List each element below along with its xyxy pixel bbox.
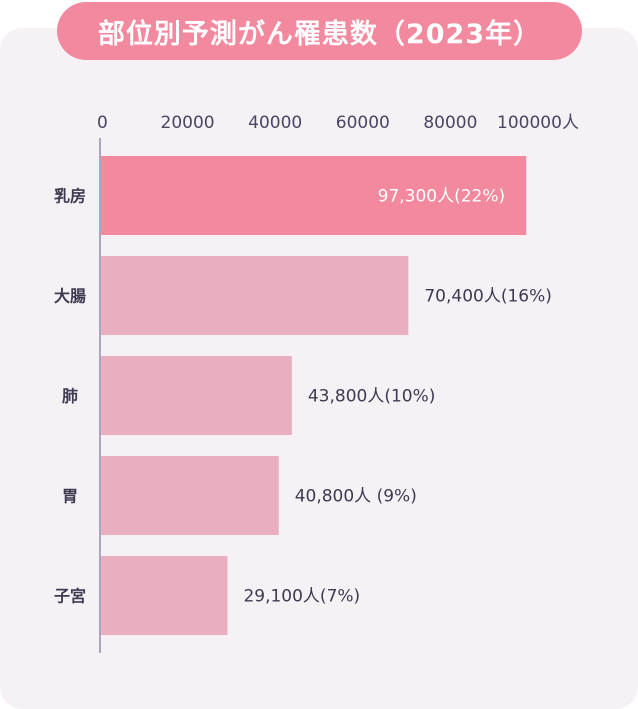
- data-label: 97,300人(22%): [378, 187, 506, 207]
- bar: [100, 556, 228, 635]
- x-tick-label: 40000: [248, 113, 302, 133]
- category-label: 肺: [62, 387, 78, 406]
- x-tick-label: 20000: [161, 113, 215, 133]
- category-label: 大腸: [54, 287, 86, 306]
- data-label: 29,100人(7%): [243, 587, 360, 607]
- bar: [100, 456, 279, 535]
- data-label: 43,800人(10%): [308, 387, 436, 407]
- x-tick-label: 60000: [336, 113, 390, 133]
- x-tick-label: 0: [97, 113, 108, 133]
- x-tick-label: 100000人: [497, 113, 579, 133]
- category-label: 子宮: [54, 587, 86, 606]
- category-label: 乳房: [54, 187, 86, 206]
- chart-title: 部位別予測がん罹患数（2023年）: [57, 2, 582, 60]
- x-tick-label: 80000: [423, 113, 477, 133]
- category-label: 胃: [62, 487, 78, 506]
- bar: [100, 256, 409, 335]
- data-label: 40,800人 (9%): [295, 487, 417, 507]
- bar: [100, 156, 527, 235]
- bar: [100, 356, 292, 435]
- data-label: 70,400人(16%): [424, 287, 552, 307]
